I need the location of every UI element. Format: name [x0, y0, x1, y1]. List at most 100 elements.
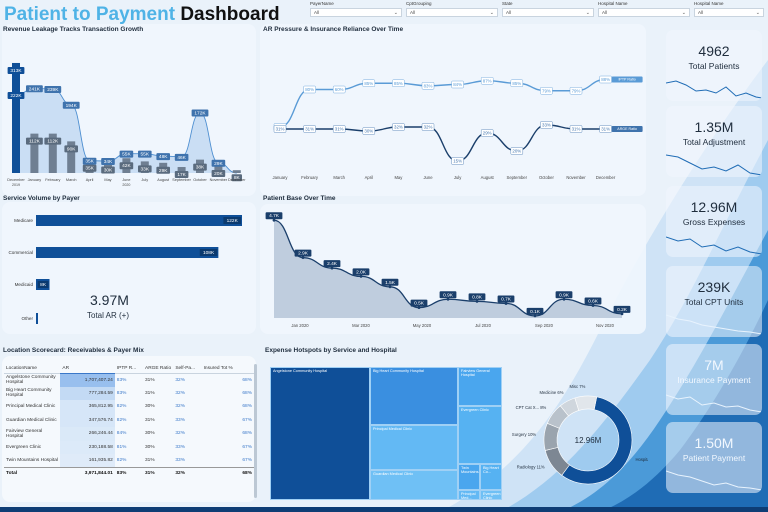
cell-ar: 161,935.82: [60, 454, 115, 468]
filter-cpt[interactable]: CptGrouping All ⌄: [406, 1, 498, 17]
ar-tick: March: [333, 175, 345, 180]
cell-insured: 68%: [242, 404, 252, 410]
point-label-bg: [303, 125, 316, 133]
treemap-tile[interactable]: Principal Med...: [458, 490, 480, 500]
patient-area: [274, 220, 622, 318]
service-volume-title: Service Volume by Payer: [3, 195, 80, 202]
col-insured[interactable]: Insured Tot %: [201, 364, 254, 374]
leakage-label-bg: [156, 166, 170, 174]
col-iptp[interactable]: IPTP R...: [114, 364, 143, 374]
table-row[interactable]: Big Heart Community Hospital 777,284.59 83…: [4, 386, 254, 400]
leakage-label-bg: [101, 166, 115, 174]
patient-point: [475, 299, 479, 303]
treemap-tile[interactable]: Fairview General Hospital: [458, 367, 502, 406]
table-row[interactable]: Angelstone Community Hospital 1,707,407.2…: [4, 373, 254, 387]
table-row[interactable]: Guardian Medical Clinic 347,576.74 82% 31% 3…: [4, 413, 254, 427]
filter-state[interactable]: State All ⌄: [502, 1, 594, 17]
leakage-title: Revenue Leakage Tracks Transaction Growt…: [3, 26, 144, 33]
point-label-bg: [362, 79, 376, 87]
donut-label: Radiology 11%: [517, 465, 545, 470]
treemap-tile[interactable]: Big Heart Community Hospital: [370, 367, 458, 425]
chevron-down-icon: ⌄: [755, 10, 760, 16]
patient-label-bg: [439, 291, 457, 299]
patient-label: 4.7K: [269, 213, 280, 219]
leakage-tick: August: [157, 178, 170, 182]
filter-hospital-1-select[interactable]: All ⌄: [598, 8, 690, 17]
patient-label: 0.9K: [443, 292, 454, 298]
filter-payer-select[interactable]: All ⌄: [310, 8, 402, 17]
cell-location: Big Heart Community Hospital: [6, 388, 52, 399]
kpi-total-patients: 4962 Total Patients: [666, 30, 762, 101]
point-label: 87%: [483, 78, 492, 83]
filter-state-select[interactable]: All ⌄: [502, 8, 594, 17]
leakage-label: 17K: [177, 172, 186, 178]
transactions-label-bg: [211, 159, 226, 167]
filter-hospital-1[interactable]: Hospital Name All ⌄: [598, 1, 690, 17]
patient-point: [388, 285, 392, 289]
payer-label: Commercial: [8, 250, 33, 255]
filter-hospital-2-select[interactable]: All ⌄: [694, 8, 764, 17]
cell-insured: 67%: [242, 417, 252, 423]
treemap-tile[interactable]: Principal Medical Clinic: [370, 425, 458, 470]
transactions-label: 239K: [47, 87, 59, 93]
treemap-tile[interactable]: Twin Mountains...: [458, 464, 480, 490]
treemap-tile[interactable]: Guardian Medical Clinic: [370, 470, 458, 500]
point-label: 31%: [335, 127, 344, 132]
payer-bar-label-bg: [37, 281, 49, 288]
table-row[interactable]: Principal Medical Clinic 365,812.95 82% 30%…: [4, 400, 254, 414]
filter-hospital-2[interactable]: Hospital Name All ⌄: [694, 1, 764, 17]
point-label-bg: [392, 79, 405, 87]
treemap-tile[interactable]: Big Heart Co...: [480, 464, 502, 490]
treemap-tile[interactable]: Angelstone Community Hospital: [270, 367, 370, 500]
point-label: 60%: [335, 87, 344, 92]
leakage-label: 20K: [214, 171, 223, 177]
series-line: [280, 124, 606, 162]
expense-treemap: Angelstone Community Hospital Big Heart C…: [270, 367, 502, 500]
patient-point: [330, 266, 334, 270]
kpi-patient-payment: 1.50M Patient Payment: [666, 422, 762, 493]
table-row[interactable]: Evergreen Clinic 230,188.58 81% 30% 33% 67%: [4, 440, 254, 454]
transactions-label: 35K: [85, 159, 94, 165]
cell-ar: 1,707,407.24: [60, 373, 115, 387]
ar-pressure-chart: 50%80%60%85%85%83%84%87%85%79%79%88%IPTP…: [273, 75, 643, 180]
payer-label: Medicare: [14, 218, 33, 223]
point-label-bg: [510, 79, 524, 87]
leakage-label: 38K: [196, 165, 205, 171]
patient-label-bg: [613, 305, 631, 313]
col-ar[interactable]: AR: [60, 364, 115, 374]
transactions-label-bg: [156, 153, 170, 161]
leakage-subtick: 2020: [122, 183, 130, 187]
transactions-label: 222K: [10, 93, 22, 99]
kpi-sparkline: [666, 80, 762, 99]
point-label: 32%: [424, 125, 433, 130]
filter-payer-label: PayerName: [310, 1, 334, 6]
leakage-label-bg: [26, 137, 43, 145]
ar-tick: June: [423, 175, 433, 180]
ar-tick: May: [394, 175, 403, 180]
scorecard-scrollbar[interactable]: [254, 364, 257, 498]
filter-cpt-select[interactable]: All ⌄: [406, 8, 498, 17]
cell-insured: 68%: [242, 431, 252, 437]
filter-payer[interactable]: PayerName All ⌄: [310, 1, 402, 17]
patient-point: [620, 312, 624, 316]
leakage-tick: December: [7, 178, 25, 182]
transactions-label: 48K: [159, 154, 168, 160]
cell-location: Fairview General Hospital: [6, 428, 43, 439]
cell-arge: 31%: [145, 377, 155, 383]
leakage-label: 8K: [234, 175, 241, 181]
filter-hospital-1-label: Hospital Name: [598, 1, 628, 6]
treemap-tile[interactable]: Evergreen Clinic: [458, 406, 502, 464]
patient-label: 0.2K: [617, 307, 628, 313]
col-selfpay[interactable]: Self-Pa...: [173, 364, 202, 374]
leakage-label: 313K: [10, 68, 22, 74]
donut-label: CPT Cat X... 8%: [516, 405, 547, 410]
col-location[interactable]: LocationName: [4, 364, 61, 374]
transactions-label-bg: [7, 91, 25, 99]
table-row[interactable]: Twin Mountains Hospital 161,935.82 82% 31% 3…: [4, 454, 254, 468]
patient-point: [504, 302, 508, 305]
payer-bar-label-bg: [199, 249, 218, 256]
treemap-tile[interactable]: Evergreen Clinic: [480, 490, 502, 500]
table-row[interactable]: Fairview General Hospital 266,246.44 84% 30…: [4, 427, 254, 441]
col-arge[interactable]: ARGE Ratio: [143, 364, 174, 374]
leakage-tick: March: [66, 178, 77, 182]
